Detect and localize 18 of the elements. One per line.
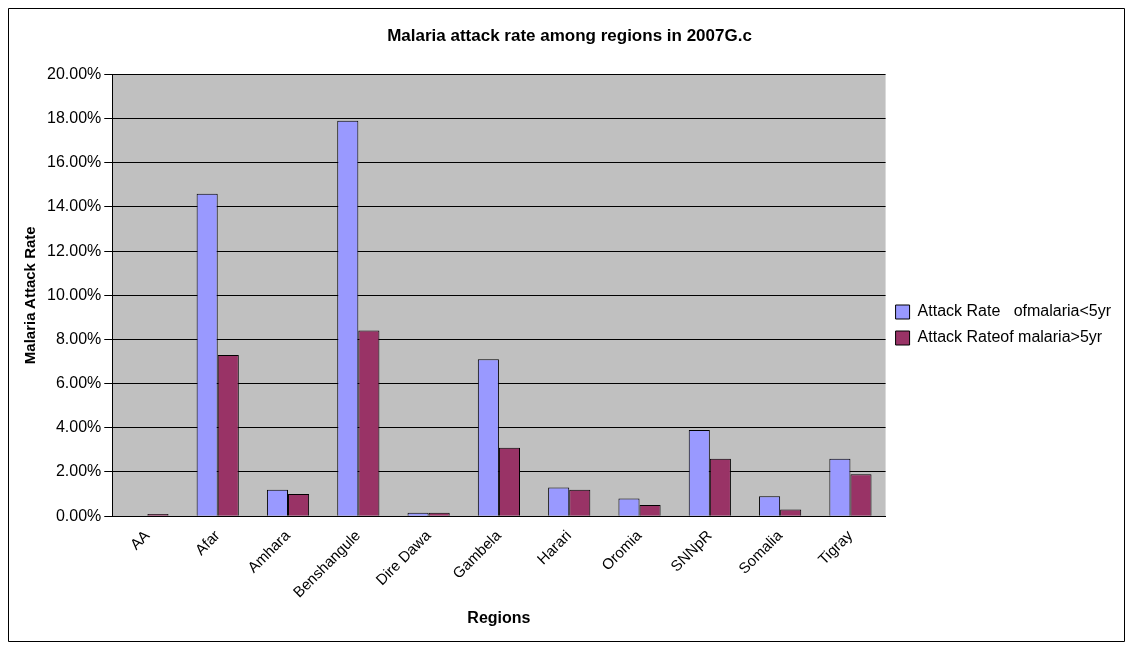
x-axis-title: Regions (467, 608, 531, 626)
y-tick-label: 4.00% (55, 418, 102, 436)
y-axis-title: Malaria Attack Rate (21, 226, 39, 365)
legend-label: Attack Rateof malaria>5yr (917, 328, 1103, 346)
y-tick-label: 6.00% (55, 374, 102, 392)
y-tick-label: 20.00% (47, 64, 102, 82)
y-tick-label: 10.00% (47, 285, 102, 303)
y-tick-label: 8.00% (55, 329, 102, 347)
y-tick-label: 12.00% (47, 241, 102, 259)
y-tick-label: 14.00% (47, 197, 102, 215)
y-tick-label: 0.00% (55, 506, 102, 524)
y-tick-label: 16.00% (47, 153, 102, 171)
y-tick-label: 2.00% (55, 462, 102, 480)
x-tick-label: AA (126, 526, 153, 553)
legend-label: Attack Rate ofmalaria<5yr (917, 302, 1112, 320)
chart-title: Malaria attack rate among regions in 2007G.c (387, 25, 752, 45)
y-tick-label: 18.00% (47, 108, 102, 126)
x-tick-label: Afar (191, 526, 223, 559)
